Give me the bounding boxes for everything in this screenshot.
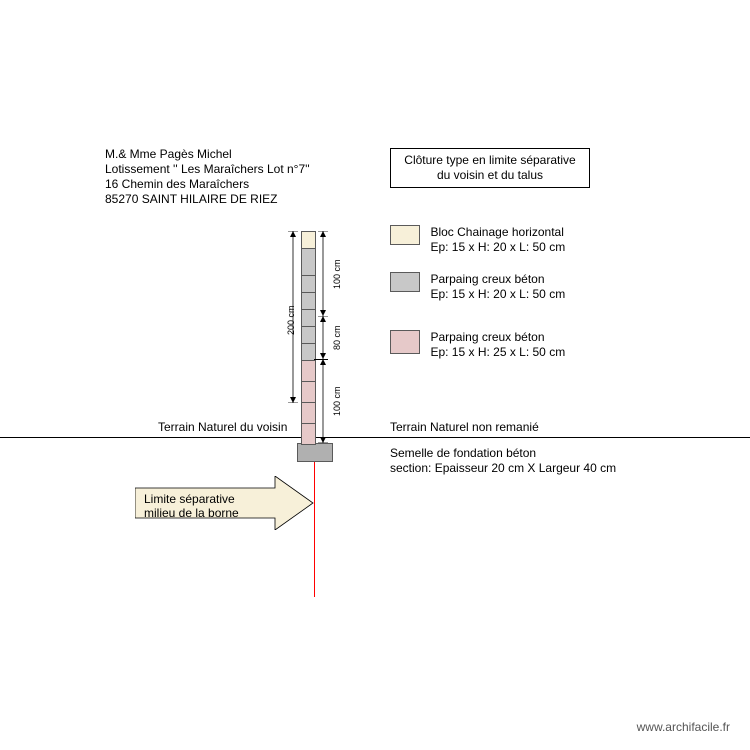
terrain-left-label: Terrain Naturel du voisin bbox=[158, 420, 287, 434]
block-pink-2 bbox=[301, 401, 316, 424]
title-line1: Clôture type en limite séparative bbox=[397, 153, 583, 168]
foundation-line2: section: Epaisseur 20 cm X Largeur 40 cm bbox=[390, 461, 616, 476]
legend-pink-line1: Parpaing creux béton bbox=[430, 330, 544, 344]
legend-grey-text: Parpaing creux béton Ep: 15 x H: 20 x L:… bbox=[430, 272, 565, 302]
block-pink-4 bbox=[301, 359, 316, 382]
dim-right-top bbox=[318, 231, 328, 316]
legend-pink-swatch bbox=[390, 330, 420, 354]
address-line4: 85270 SAINT HILAIRE DE RIEZ bbox=[105, 192, 310, 207]
block-grey-6 bbox=[301, 248, 316, 276]
dim-right-bottom-text: 100 cm bbox=[332, 386, 342, 416]
dim-right-mid-text: 80 cm bbox=[332, 325, 342, 350]
legend-cream-line1: Bloc Chainage horizontal bbox=[430, 225, 563, 239]
block-grey-2 bbox=[301, 325, 316, 344]
legend-pink: Parpaing creux béton Ep: 15 x H: 25 x L:… bbox=[390, 330, 565, 360]
ext-line-1 bbox=[314, 359, 328, 360]
terrain-right-label: Terrain Naturel non remanié bbox=[390, 420, 539, 434]
block-pink-3 bbox=[301, 380, 316, 403]
foundation-block bbox=[297, 443, 333, 462]
block-pink-1 bbox=[301, 422, 316, 445]
watermark: www.archifacile.fr bbox=[637, 720, 730, 734]
arrow-label: Limite séparative milieu de la borne bbox=[144, 492, 239, 521]
terrain-line bbox=[0, 437, 750, 438]
legend-cream-line2: Ep: 15 x H: 20 x L: 50 cm bbox=[430, 240, 565, 254]
dim-right-mid bbox=[318, 316, 328, 359]
dim-right-top-text: 100 cm bbox=[332, 259, 342, 289]
legend-grey: Parpaing creux béton Ep: 15 x H: 20 x L:… bbox=[390, 272, 565, 302]
legend-grey-line2: Ep: 15 x H: 20 x L: 50 cm bbox=[430, 287, 565, 301]
block-grey-4 bbox=[301, 291, 316, 310]
legend-cream-text: Bloc Chainage horizontal Ep: 15 x H: 20 … bbox=[430, 225, 565, 255]
legend-grey-line1: Parpaing creux béton bbox=[430, 272, 544, 286]
arrow-label-line2: milieu de la borne bbox=[144, 506, 239, 520]
legend-pink-line2: Ep: 15 x H: 25 x L: 50 cm bbox=[430, 345, 565, 359]
foundation-label: Semelle de fondation béton section: Epai… bbox=[390, 446, 616, 476]
dim-left-text: 200 cm bbox=[286, 305, 296, 335]
dim-right-bottom bbox=[318, 359, 328, 443]
legend-cream: Bloc Chainage horizontal Ep: 15 x H: 20 … bbox=[390, 225, 565, 255]
block-grey-3 bbox=[301, 308, 316, 327]
arrow-label-line1: Limite séparative bbox=[144, 492, 239, 506]
address-line3: 16 Chemin des Maraîchers bbox=[105, 177, 310, 192]
address-line1: M.& Mme Pagès Michel bbox=[105, 147, 310, 162]
foundation-line1: Semelle de fondation béton bbox=[390, 446, 616, 461]
block-grey-5 bbox=[301, 274, 316, 293]
legend-grey-swatch bbox=[390, 272, 420, 292]
title-box: Clôture type en limite séparative du voi… bbox=[390, 148, 590, 188]
address-line2: Lotissement '' Les Maraîchers Lot n°7'' bbox=[105, 162, 310, 177]
legend-pink-text: Parpaing creux béton Ep: 15 x H: 25 x L:… bbox=[430, 330, 565, 360]
title-line2: du voisin et du talus bbox=[397, 168, 583, 183]
legend-cream-swatch bbox=[390, 225, 420, 245]
address-block: M.& Mme Pagès Michel Lotissement '' Les … bbox=[105, 147, 310, 207]
